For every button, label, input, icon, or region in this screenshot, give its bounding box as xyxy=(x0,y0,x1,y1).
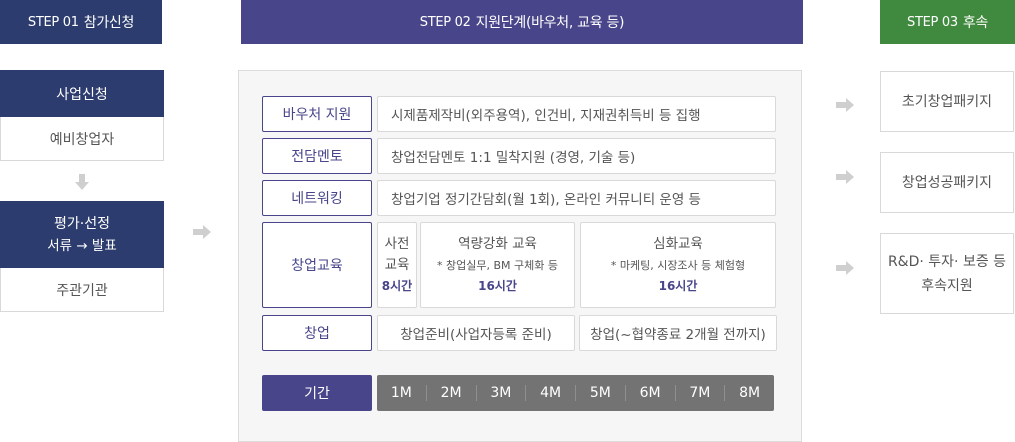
evaluation-box: 평가·선정 서류 → 발표 xyxy=(0,201,164,268)
follow-up-support-line2: 후속지원 xyxy=(921,277,973,294)
tag-mentor: 전담멘토 xyxy=(262,138,372,174)
right-arrow-icon xyxy=(836,98,854,112)
startup-launch-box: 창업(~협약종료 2개월 전까지) xyxy=(579,315,777,351)
step2-header: STEP 02 지원단계(바우처, 교육 등) xyxy=(241,0,803,44)
right-arrow-icon xyxy=(193,225,211,239)
applicant-label: 예비창업자 xyxy=(49,131,115,148)
tag-education-label: 창업교육 xyxy=(291,258,343,274)
step1-header-step: STEP 01 xyxy=(27,14,79,30)
evaluation-detail: 서류 → 발표 xyxy=(47,237,117,254)
tag-mentor-label: 전담멘토 xyxy=(291,149,343,165)
step3-header: STEP 03 후속 xyxy=(880,0,1015,44)
follow-up-support-line1: R&D· 투자· 보증 등 xyxy=(887,253,1007,270)
month-5: 5M xyxy=(575,385,625,401)
mentor-description: 창업전담멘토 1:1 밀착지원 (경영, 기술 등) xyxy=(377,138,776,174)
month-2: 2M xyxy=(425,385,476,401)
tag-networking: 네트워킹 xyxy=(262,180,372,216)
startup-launch-text: 창업(~협약종료 2개월 전까지) xyxy=(590,327,766,343)
early-startup-package-label: 초기창업패키지 xyxy=(901,93,993,110)
pre-education-hours: 8시간 xyxy=(381,278,413,293)
tag-voucher-label: 바우처 지원 xyxy=(282,107,352,123)
apply-box: 사업신청 xyxy=(0,70,164,117)
deep-education-hours: 16시간 xyxy=(658,278,698,293)
step1-header: STEP 01 참가신청 xyxy=(0,0,162,44)
organizer-label: 주관기관 xyxy=(56,282,108,299)
month-4: 4M xyxy=(525,385,575,401)
strength-education-title: 역량강화 교육 xyxy=(458,235,537,252)
mentor-text: 창업전담멘토 1:1 밀착지원 (경영, 기술 등) xyxy=(391,150,636,166)
month-8: 8M xyxy=(724,385,774,401)
pre-education-line2: 교육 xyxy=(384,256,410,273)
deep-education-title: 심화교육 xyxy=(653,235,703,252)
early-startup-package: 초기창업패키지 xyxy=(880,71,1014,132)
right-arrow-icon xyxy=(836,261,854,275)
month-1: 1M xyxy=(390,385,412,401)
startup-prep-box: 창업준비(사업자등록 준비) xyxy=(377,315,575,351)
tag-startup-label: 창업 xyxy=(304,326,330,342)
tag-networking-label: 네트워킹 xyxy=(291,191,343,207)
step2-header-step: STEP 02 xyxy=(419,14,471,30)
step3-header-step: STEP 03 xyxy=(907,14,958,30)
tag-startup: 창업 xyxy=(262,315,372,351)
startup-prep-text: 창업준비(사업자등록 준비) xyxy=(400,327,552,343)
strength-education-hours: 16시간 xyxy=(478,278,517,293)
month-3: 3M xyxy=(475,385,526,401)
applicant-box: 예비창업자 xyxy=(0,117,164,161)
strength-education-sub: * 창업실무, BM 구체화 등 xyxy=(437,258,558,272)
evaluation-title: 평가·선정 xyxy=(54,215,110,232)
apply-title: 사업신청 xyxy=(56,86,108,103)
period-label-text: 기간 xyxy=(304,386,330,402)
right-arrow-icon xyxy=(836,170,854,184)
follow-up-support-box: R&D· 투자· 보증 등 후속지원 xyxy=(880,233,1014,314)
month-6: 6M xyxy=(624,385,675,401)
step1-header-title: 참가신청 xyxy=(83,15,135,31)
month-7: 7M xyxy=(674,385,725,401)
pre-education-line1: 사전 xyxy=(384,235,410,252)
pre-education-box: 사전 교육 8시간 xyxy=(377,222,417,308)
months-bar: 1M 2M 3M 4M 5M 6M 7M 8M xyxy=(377,375,774,411)
period-label: 기간 xyxy=(262,375,372,411)
organizer-box: 주관기관 xyxy=(0,268,164,312)
deep-education-box: 심화교육 * 마케팅, 시장조사 등 체험형 16시간 xyxy=(580,222,776,308)
startup-success-package: 창업성공패키지 xyxy=(880,152,1014,213)
tag-education: 창업교육 xyxy=(262,222,372,308)
voucher-text: 시제품제작비(외주용역), 인건비, 지재권취득비 등 집행 xyxy=(391,108,701,124)
startup-success-package-label: 창업성공패키지 xyxy=(901,174,993,191)
step2-header-title: 지원단계(바우처, 교육 등) xyxy=(475,15,625,31)
networking-description: 창업기업 정기간담회(월 1회), 온라인 커뮤니티 운영 등 xyxy=(377,180,776,216)
strength-education-box: 역량강화 교육 * 창업실무, BM 구체화 등 16시간 xyxy=(420,222,575,308)
deep-education-sub: * 마케팅, 시장조사 등 체험형 xyxy=(610,258,746,272)
voucher-description: 시제품제작비(외주용역), 인건비, 지재권취득비 등 집행 xyxy=(377,96,776,132)
down-arrow-icon xyxy=(75,174,89,190)
step3-header-title: 후속 xyxy=(962,15,988,31)
tag-voucher: 바우처 지원 xyxy=(262,96,372,132)
networking-text: 창업기업 정기간담회(월 1회), 온라인 커뮤니티 운영 등 xyxy=(391,192,701,208)
